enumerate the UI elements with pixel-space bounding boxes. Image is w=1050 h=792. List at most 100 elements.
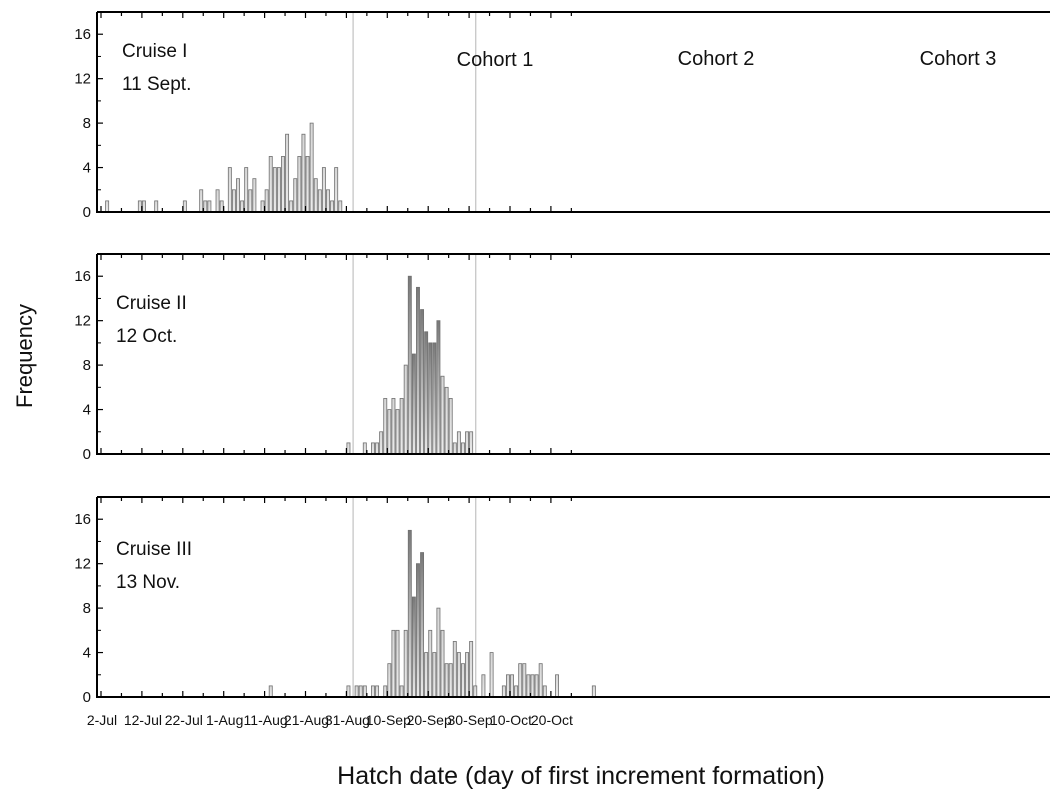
histogram-bar — [444, 386, 449, 455]
histogram-bar — [199, 189, 204, 213]
histogram-bar — [538, 663, 543, 698]
cohort-3-label: Cohort 3 — [920, 48, 997, 70]
histogram-bar — [428, 342, 433, 455]
y-tick-label: 0 — [83, 446, 91, 463]
histogram-bar — [530, 674, 535, 698]
histogram-bar — [432, 342, 437, 455]
y-tick-label: 8 — [83, 600, 91, 617]
x-tick-label: 21-Aug — [284, 712, 329, 728]
x-tick-label: 12-Jul — [124, 712, 162, 728]
histogram-bar — [391, 629, 396, 698]
histogram-bar — [436, 607, 441, 698]
y-tick-label: 4 — [83, 402, 91, 419]
histogram-bar — [309, 122, 314, 213]
histogram-bar — [456, 652, 461, 698]
histogram-bar — [555, 674, 559, 698]
histogram-bar — [358, 685, 363, 698]
y-tick-label: 8 — [83, 357, 91, 374]
x-tick-label: 2-Jul — [87, 712, 117, 728]
histogram-bar — [330, 200, 335, 213]
y-axis-title: Frequency — [12, 304, 37, 408]
histogram-bar — [268, 685, 273, 698]
histogram-bar — [469, 431, 474, 455]
histogram-bar — [522, 663, 527, 698]
y-tick-label: 12 — [74, 71, 91, 88]
histogram-bar — [395, 629, 400, 698]
histogram-bar — [448, 398, 453, 455]
histogram-bar — [346, 442, 351, 455]
histogram-bar — [403, 629, 408, 698]
histogram-bar — [534, 674, 539, 698]
histogram-bar — [375, 685, 380, 698]
histogram-bar — [395, 409, 400, 455]
histogram-bar — [203, 200, 208, 213]
histogram-bar — [416, 286, 420, 455]
histogram-bar — [383, 685, 388, 698]
x-tick-label: 31-Aug — [325, 712, 370, 728]
histogram-bar — [416, 563, 420, 698]
histogram-bar — [231, 189, 236, 213]
panel-2: 0 4 8 12 16 Cruise II 12 Oct. — [74, 253, 1050, 463]
y-tick-label: 8 — [83, 115, 91, 132]
histogram-bar — [248, 189, 253, 213]
x-tick-label: 11-Aug — [244, 712, 288, 728]
x-tick-label: 20-Oct — [531, 712, 573, 728]
histogram-bar — [264, 189, 269, 213]
x-tick-labels: 2-Jul 12-Jul 22-Jul 1-Aug 11-Aug21-Aug31-Aug… — [87, 712, 573, 728]
histogram-bar — [285, 133, 290, 213]
histogram-bar — [591, 685, 596, 698]
histogram-bar — [469, 641, 474, 698]
histogram-bar — [452, 641, 457, 698]
histogram-bar — [141, 200, 146, 213]
histogram-bar — [326, 189, 330, 213]
histogram-bar — [387, 663, 392, 698]
histogram-bar — [236, 178, 240, 213]
y-tick-label: 16 — [74, 268, 91, 285]
histogram-bar — [215, 189, 220, 213]
histogram-bar — [465, 652, 470, 698]
histogram-bar — [489, 652, 494, 698]
panel-3-date-label: 13 Nov. — [116, 572, 180, 593]
histogram-bar — [424, 331, 429, 455]
histogram-bar — [207, 200, 212, 213]
histogram-bar — [317, 189, 322, 213]
histogram-bar — [420, 309, 425, 455]
histogram-bar — [461, 442, 465, 455]
x-tick-label: 22-Jul — [165, 712, 203, 728]
x-tick-label: 10-Sep — [366, 712, 411, 728]
histogram-bar — [424, 652, 429, 698]
panel-3-cruise-label: Cruise III — [116, 539, 192, 560]
panel-2-cruise-label: Cruise II — [116, 293, 187, 314]
y-tick-label: 16 — [74, 26, 91, 43]
histogram-bar — [260, 200, 265, 213]
histogram-bar — [289, 200, 294, 213]
histogram-bar — [407, 529, 412, 698]
histogram-bar — [154, 200, 159, 213]
histogram-bar — [252, 178, 257, 213]
histogram-bar — [362, 442, 367, 455]
histogram-bar — [227, 167, 232, 213]
histogram-bar — [411, 353, 416, 455]
histogram-bar — [240, 200, 245, 213]
histogram-bar — [362, 685, 367, 698]
x-tick-label: 10-Oct — [490, 712, 532, 728]
histogram-bar — [305, 156, 310, 213]
cohort-2-label: Cohort 2 — [678, 48, 755, 70]
histogram-bar — [403, 364, 408, 455]
histogram-bar — [219, 200, 224, 213]
histogram-bar — [510, 674, 514, 698]
histogram-bar — [371, 685, 375, 698]
histogram-bar — [514, 685, 519, 698]
panel-1: 0 4 8 12 16 Cruise I 11 Sept. Cohort 1 Cohor… — [74, 11, 1050, 221]
histogram-bar — [501, 685, 506, 698]
histogram-bar — [334, 167, 339, 213]
histogram-bar — [375, 442, 380, 455]
y-tick-label: 0 — [83, 689, 91, 706]
histogram-bar — [440, 375, 445, 455]
panel-1-cruise-label: Cruise I — [122, 41, 187, 62]
histogram-bar — [301, 133, 306, 213]
histogram-bar — [297, 156, 302, 213]
histogram-bar — [182, 200, 187, 213]
histogram-bar — [137, 200, 142, 213]
